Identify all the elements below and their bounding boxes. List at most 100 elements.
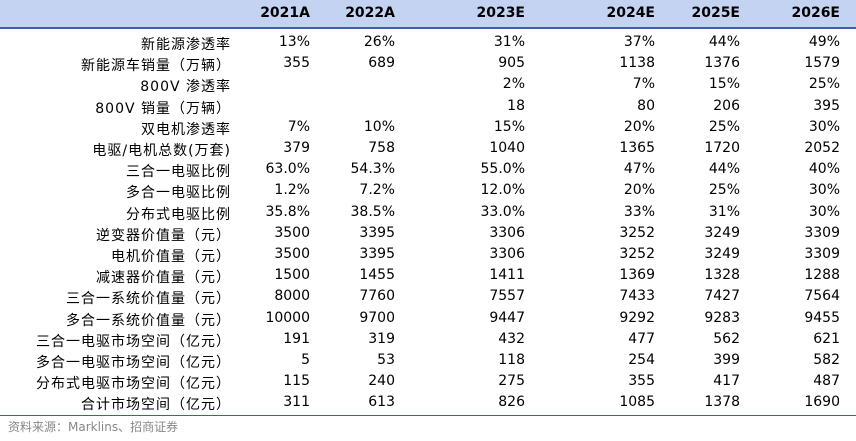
- table-cell: 12.0%: [480, 182, 525, 199]
- table-cell: 5: [301, 352, 310, 368]
- table-header-bar: [0, 0, 856, 27]
- table-cell: 25%: [808, 76, 840, 93]
- table-cell: 275: [498, 373, 525, 390]
- table-cell: 9292: [619, 309, 655, 326]
- table-cell: 1579: [804, 55, 840, 72]
- table-cell: 395: [813, 97, 840, 114]
- table-cell: 319: [368, 330, 395, 347]
- table-cell: 15%: [493, 118, 525, 135]
- table-cell: 487: [813, 373, 840, 390]
- table-cell: 3306: [489, 224, 525, 241]
- table-cell: 9455: [804, 309, 840, 326]
- table-cell: 399: [713, 352, 740, 368]
- column-header: 2024E: [606, 5, 655, 21]
- table-cell: 37%: [623, 34, 655, 50]
- table-cell: 1690: [804, 394, 840, 411]
- table-cell: 30%: [808, 203, 840, 220]
- table-cell: 477: [628, 330, 655, 347]
- table-row: 多合一系统价值量（元） 10000 9700 9447 9292 9283 9455: [0, 308, 856, 330]
- table-cell: 63.0%: [265, 161, 310, 178]
- table-cell: 9700: [359, 309, 395, 326]
- table-cell: 3249: [704, 246, 740, 262]
- table-cell: 3252: [619, 224, 655, 241]
- table-cell: 44%: [708, 34, 740, 50]
- row-label: 合计市场空间（亿元）: [81, 397, 231, 414]
- row-label: 减速器价值量（元）: [96, 270, 231, 287]
- table-cell: 758: [368, 140, 395, 156]
- table-cell: 7564: [804, 288, 840, 305]
- row-label: 新能源渗透率: [141, 37, 231, 53]
- table-cell: 53: [377, 352, 395, 368]
- table-cell: 115: [283, 373, 310, 390]
- row-label: 双电机渗透率: [141, 121, 231, 138]
- table-row: 800V 渗透率 2% 7% 15% 25%: [0, 74, 856, 96]
- table-cell: 1411: [489, 267, 525, 284]
- table-row: 三合一系统价值量（元） 8000 7760 7557 7433 7427 7564: [0, 286, 856, 308]
- table-cell: 26%: [363, 34, 395, 50]
- table-cell: 3395: [359, 224, 395, 241]
- table-cell: 1.2%: [274, 182, 310, 199]
- row-label: 多合一系统价值量（元）: [66, 312, 231, 329]
- column-header: 2022A: [345, 5, 395, 21]
- table-cell: 38.5%: [350, 203, 395, 220]
- table-cell: 432: [498, 330, 525, 347]
- table-cell: 31%: [493, 34, 525, 50]
- table-cell: 240: [368, 373, 395, 390]
- table-cell: 44%: [708, 161, 740, 178]
- table-cell: 7%: [632, 76, 655, 93]
- table-cell: 1369: [619, 267, 655, 284]
- column-header: 2021A: [260, 5, 310, 21]
- table-cell: 7%: [287, 118, 310, 135]
- table-cell: 582: [813, 352, 840, 368]
- table-cell: 33.0%: [480, 203, 525, 220]
- table-cell: 54.3%: [350, 161, 395, 178]
- table-row: 电机价值量（元） 3500 3395 3306 3252 3249 3309: [0, 244, 856, 266]
- table-cell: 417: [713, 373, 740, 390]
- table-row: 分布式电驱比例 35.8% 38.5% 33.0% 33% 31% 30%: [0, 202, 856, 224]
- row-label: 三合一电驱比例: [126, 164, 231, 181]
- table-cell: 1376: [704, 55, 740, 72]
- table-cell: 15%: [708, 76, 740, 93]
- table-row: 逆变器价值量（元） 3500 3395 3306 3252 3249 3309: [0, 223, 856, 245]
- table-cell: 3309: [804, 224, 840, 241]
- row-label: 800V 渗透率: [140, 79, 231, 96]
- table-cell: 191: [283, 330, 310, 347]
- column-header: 2023E: [476, 5, 525, 21]
- row-label: 逆变器价值量（元）: [96, 227, 231, 244]
- table-cell: 7427: [704, 288, 740, 305]
- table-cell: 13%: [278, 34, 310, 50]
- table-cell: 1455: [359, 267, 395, 284]
- table-cell: 49%: [808, 34, 840, 50]
- table-cell: 355: [283, 55, 310, 72]
- table-cell: 1365: [619, 140, 655, 156]
- table-cell: 562: [713, 330, 740, 347]
- table-cell: 2052: [804, 140, 840, 156]
- table-row: 分布式电驱市场空间（亿元） 115 240 275 355 417 487: [0, 371, 856, 393]
- table-row: 三合一电驱市场空间（亿元） 191 319 432 477 562 621: [0, 329, 856, 351]
- table-cell: 311: [283, 394, 310, 411]
- row-label: 800V 销量（万辆）: [95, 100, 231, 117]
- row-label: 分布式电驱比例: [126, 206, 231, 223]
- table-row: 新能源车销量（万辆） 355 689 905 1138 1376 1579: [0, 53, 856, 75]
- table-cell: 1288: [804, 267, 840, 284]
- table-row: 双电机渗透率 7% 10% 15% 20% 25% 30%: [0, 117, 856, 139]
- table-cell: 7433: [619, 288, 655, 305]
- table-cell: 25%: [708, 182, 740, 199]
- table-cell: 1328: [704, 267, 740, 284]
- table-cell: 7.2%: [359, 182, 395, 199]
- table-row: 电驱/电机总数(万套) 379 758 1040 1365 1720 2052: [0, 138, 856, 160]
- table-row: 多合一电驱比例 1.2% 7.2% 12.0% 20% 25% 30%: [0, 180, 856, 202]
- row-label: 三合一系统价值量（元）: [66, 291, 231, 308]
- table-cell: 3500: [274, 224, 310, 241]
- table-cell: 31%: [708, 203, 740, 220]
- table-cell: 47%: [623, 161, 655, 178]
- table-cell: 905: [498, 55, 525, 72]
- source-note: 资料来源：Marklins、招商证券: [8, 420, 179, 434]
- table-cell: 355: [628, 373, 655, 390]
- table-row: 减速器价值量（元） 1500 1455 1411 1369 1328 1288: [0, 265, 856, 287]
- table-cell: 30%: [808, 182, 840, 199]
- row-label: 分布式电驱市场空间（亿元）: [36, 376, 231, 393]
- row-label: 三合一电驱市场空间（亿元）: [36, 333, 231, 350]
- table-cell: 18: [507, 97, 525, 114]
- table-cell: 30%: [808, 118, 840, 135]
